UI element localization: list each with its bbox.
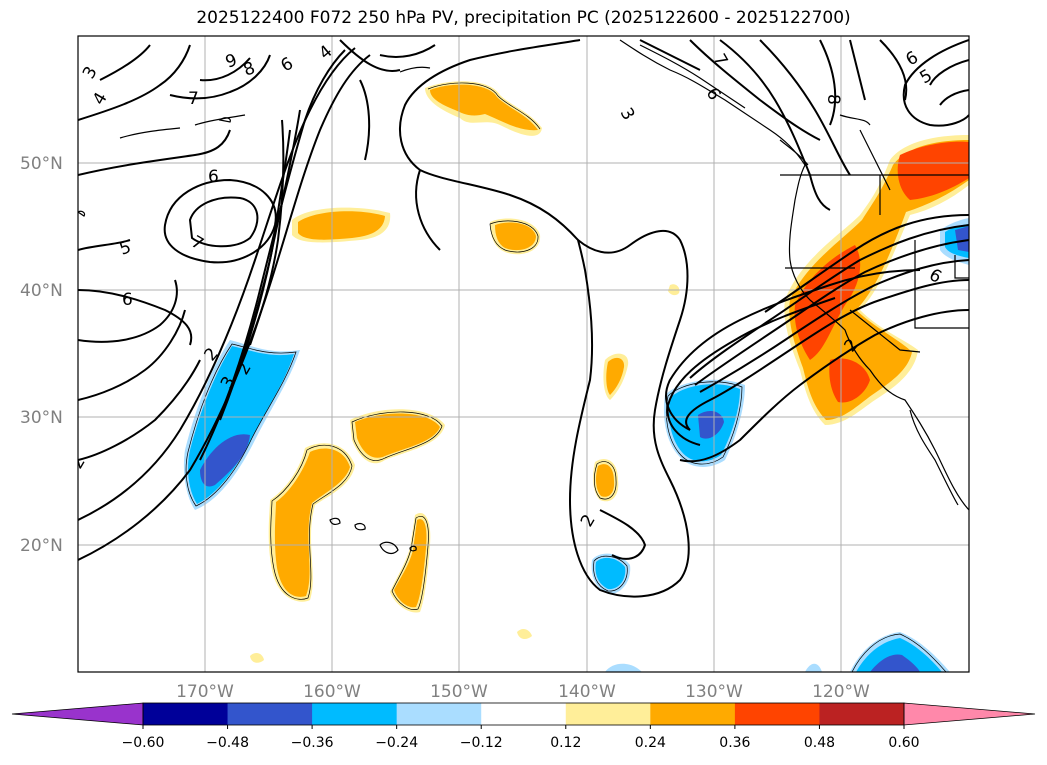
lon-label-170w: 170°W	[176, 682, 234, 702]
map-title: 2025122400 F072 250 hPa PV, precipitatio…	[196, 8, 851, 28]
contour-label: 6	[208, 167, 219, 187]
colorbar-swatch	[227, 703, 313, 725]
lat-label-20n: 20°N	[20, 536, 63, 556]
colorbar-tick-label: −0.48	[206, 735, 249, 751]
lat-label-40n: 40°N	[20, 281, 63, 301]
lon-label-150w: 150°W	[430, 682, 488, 702]
colorbar-swatch	[312, 703, 398, 725]
colorbar-tick-label: 0.48	[804, 735, 835, 751]
colorbar-tick-label: −0.36	[291, 735, 334, 751]
contour-label: 7	[188, 89, 199, 109]
colorbar-tick-label: 0.60	[888, 735, 919, 751]
colorbar-tick-label: −0.24	[375, 735, 418, 751]
precip-positive-shading	[250, 81, 969, 663]
latitude-labels: 50°N 40°N 30°N 20°N	[20, 154, 63, 556]
colorbar-swatch	[734, 703, 820, 725]
colorbar-swatch	[143, 703, 229, 725]
map-frame	[77, 35, 970, 673]
colorbar-min-extend	[12, 703, 143, 725]
contour-label: 6	[122, 290, 133, 310]
colorbar-tick-label: 0.24	[635, 735, 666, 751]
lon-label-130w: 130°W	[685, 682, 743, 702]
colorbar: −0.60 −0.48 −0.36 −0.24 −0.12 0.12 0.24 0.36 0.4…	[11, 702, 1036, 751]
longitude-labels: 170°W 160°W 150°W 140°W 130°W 120°W	[176, 682, 870, 702]
colorbar-swatch	[565, 703, 651, 725]
coastlines	[78, 39, 969, 555]
colorbar-swatch	[650, 703, 736, 725]
lon-label-140w: 140°W	[558, 682, 616, 702]
lat-label-30n: 30°N	[20, 408, 63, 428]
colorbar-swatch	[819, 703, 905, 725]
precip-negative-shading	[183, 218, 969, 672]
colorbar-max-extend	[904, 703, 1035, 725]
contour-label: 8	[823, 94, 843, 105]
colorbar-swatch	[481, 703, 567, 725]
lon-label-160w: 160°W	[303, 682, 361, 702]
map-gridlines	[78, 36, 969, 672]
lon-label-120w: 120°W	[812, 682, 870, 702]
pv-contours	[78, 39, 969, 598]
colorbar-swatch	[396, 703, 482, 725]
colorbar-frame	[142, 702, 905, 726]
colorbar-tick-label: −0.60	[122, 735, 165, 751]
precip-shading-outlines	[185, 82, 947, 672]
colorbar-tick-label: −0.12	[460, 735, 503, 751]
contour-label: 2	[67, 453, 90, 472]
colorbar-tick-label: 0.36	[719, 735, 750, 751]
lat-label-50n: 50°N	[20, 154, 63, 174]
colorbar-tick-label: 0.12	[550, 735, 581, 751]
